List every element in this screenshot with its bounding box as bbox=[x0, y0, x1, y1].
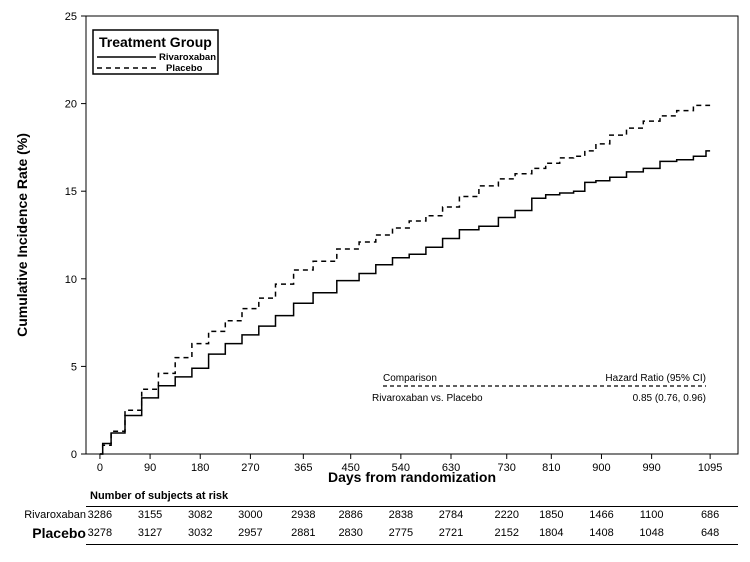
series-rivaroxaban-line bbox=[99, 150, 711, 455]
km-chart: 0 5 10 15 20 25 0 90 180 270 365 450 540 630 730 810 90… bbox=[14, 11, 739, 485]
hazard-ratio-value: 0.85 (0.76, 0.96) bbox=[633, 393, 706, 404]
y-tick-label: 25 bbox=[65, 11, 77, 23]
risk-cell: 686 bbox=[700, 509, 720, 521]
x-tick-label: 0 bbox=[97, 462, 103, 474]
plot-frame bbox=[85, 15, 739, 455]
risk-cell: 2838 bbox=[388, 509, 414, 521]
risk-table-bottom-rule bbox=[86, 544, 738, 545]
legend-box bbox=[92, 29, 219, 75]
risk-cell: 2784 bbox=[438, 509, 464, 521]
hr-header: Hazard Ratio (95% CI) bbox=[605, 373, 706, 384]
risk-cell: 3278 bbox=[87, 527, 113, 539]
series-placebo-line bbox=[99, 104, 711, 455]
x-tick-label: 180 bbox=[191, 462, 209, 474]
x-tick-label: 1095 bbox=[698, 462, 722, 474]
hr-annotation: Comparison Hazard Ratio (95% CI) Rivarox… bbox=[372, 373, 706, 404]
x-axis: 0 90 180 270 365 450 540 630 730 810 900 990 1095 bbox=[97, 454, 722, 474]
risk-cell: 2957 bbox=[238, 527, 263, 539]
x-tick-label: 630 bbox=[442, 462, 460, 474]
y-tick-label: 10 bbox=[65, 274, 77, 286]
y-tick-label: 5 bbox=[71, 361, 77, 373]
risk-cell: 2220 bbox=[494, 509, 519, 521]
legend-title: Treatment Group bbox=[99, 34, 212, 50]
risk-cell: 3082 bbox=[187, 509, 213, 521]
x-tick-label: 365 bbox=[294, 462, 312, 474]
x-tick-label: 450 bbox=[342, 462, 360, 474]
risk-cell: 1100 bbox=[639, 509, 664, 521]
comparison-header: Comparison bbox=[383, 373, 437, 384]
risk-cell: 3032 bbox=[187, 527, 213, 539]
x-tick-label: 900 bbox=[592, 462, 610, 474]
risk-cell: 2830 bbox=[338, 527, 363, 539]
y-tick-label: 0 bbox=[71, 449, 77, 461]
risk-row-rivaroxaban: Rivaroxaban 3286 3155 3082 3000 2938 2886 2838… bbox=[0, 509, 750, 527]
risk-table-title: Number of subjects at risk bbox=[90, 490, 229, 502]
risk-cell: 2775 bbox=[388, 527, 414, 539]
risk-cell: 3000 bbox=[238, 509, 263, 521]
y-tick-label: 20 bbox=[65, 99, 77, 111]
risk-cell: 1850 bbox=[539, 509, 564, 521]
x-tick-label: 540 bbox=[392, 462, 410, 474]
x-tick-label: 270 bbox=[241, 462, 259, 474]
y-axis-label: Cumulative Incidence Rate (%) bbox=[14, 133, 30, 337]
risk-cell: 648 bbox=[700, 527, 720, 539]
legend: Treatment Group Rivaroxaban Placebo bbox=[92, 29, 219, 75]
risk-cell: 2152 bbox=[494, 527, 519, 539]
risk-cell: 2886 bbox=[338, 509, 363, 521]
risk-table: Number of subjects at risk Rivaroxaban 3… bbox=[0, 486, 750, 562]
risk-cell: 1466 bbox=[589, 509, 614, 521]
risk-row-label: Placebo bbox=[32, 525, 86, 541]
x-tick-label: 90 bbox=[144, 462, 156, 474]
risk-cell: 3286 bbox=[87, 509, 113, 521]
legend-entry-placebo: Placebo bbox=[166, 63, 203, 74]
risk-cell: 2938 bbox=[291, 509, 316, 521]
risk-table-top-rule bbox=[86, 506, 738, 507]
x-axis-label: Days from randomization bbox=[328, 469, 496, 485]
risk-cell: 1048 bbox=[639, 527, 664, 539]
x-tick-label: 810 bbox=[542, 462, 560, 474]
x-tick-label: 990 bbox=[642, 462, 660, 474]
risk-row-placebo: Placebo 3278 3127 3032 2957 2881 2830 2775 2721… bbox=[0, 525, 750, 545]
comparison-label: Rivaroxaban vs. Placebo bbox=[372, 393, 483, 404]
y-axis: 0 5 10 15 20 25 bbox=[65, 11, 86, 461]
risk-cell: 2721 bbox=[438, 527, 464, 539]
y-tick-label: 15 bbox=[65, 186, 77, 198]
risk-cell: 3127 bbox=[137, 527, 163, 539]
legend-entry-rivaroxaban: Rivaroxaban bbox=[159, 52, 216, 63]
risk-row-label: Rivaroxaban bbox=[24, 509, 86, 521]
risk-cell: 2881 bbox=[291, 527, 316, 539]
risk-cell: 1804 bbox=[539, 527, 564, 539]
series-layer bbox=[99, 104, 711, 455]
risk-cell: 1408 bbox=[589, 527, 614, 539]
risk-cell: 3155 bbox=[137, 509, 163, 521]
x-tick-label: 730 bbox=[498, 462, 516, 474]
